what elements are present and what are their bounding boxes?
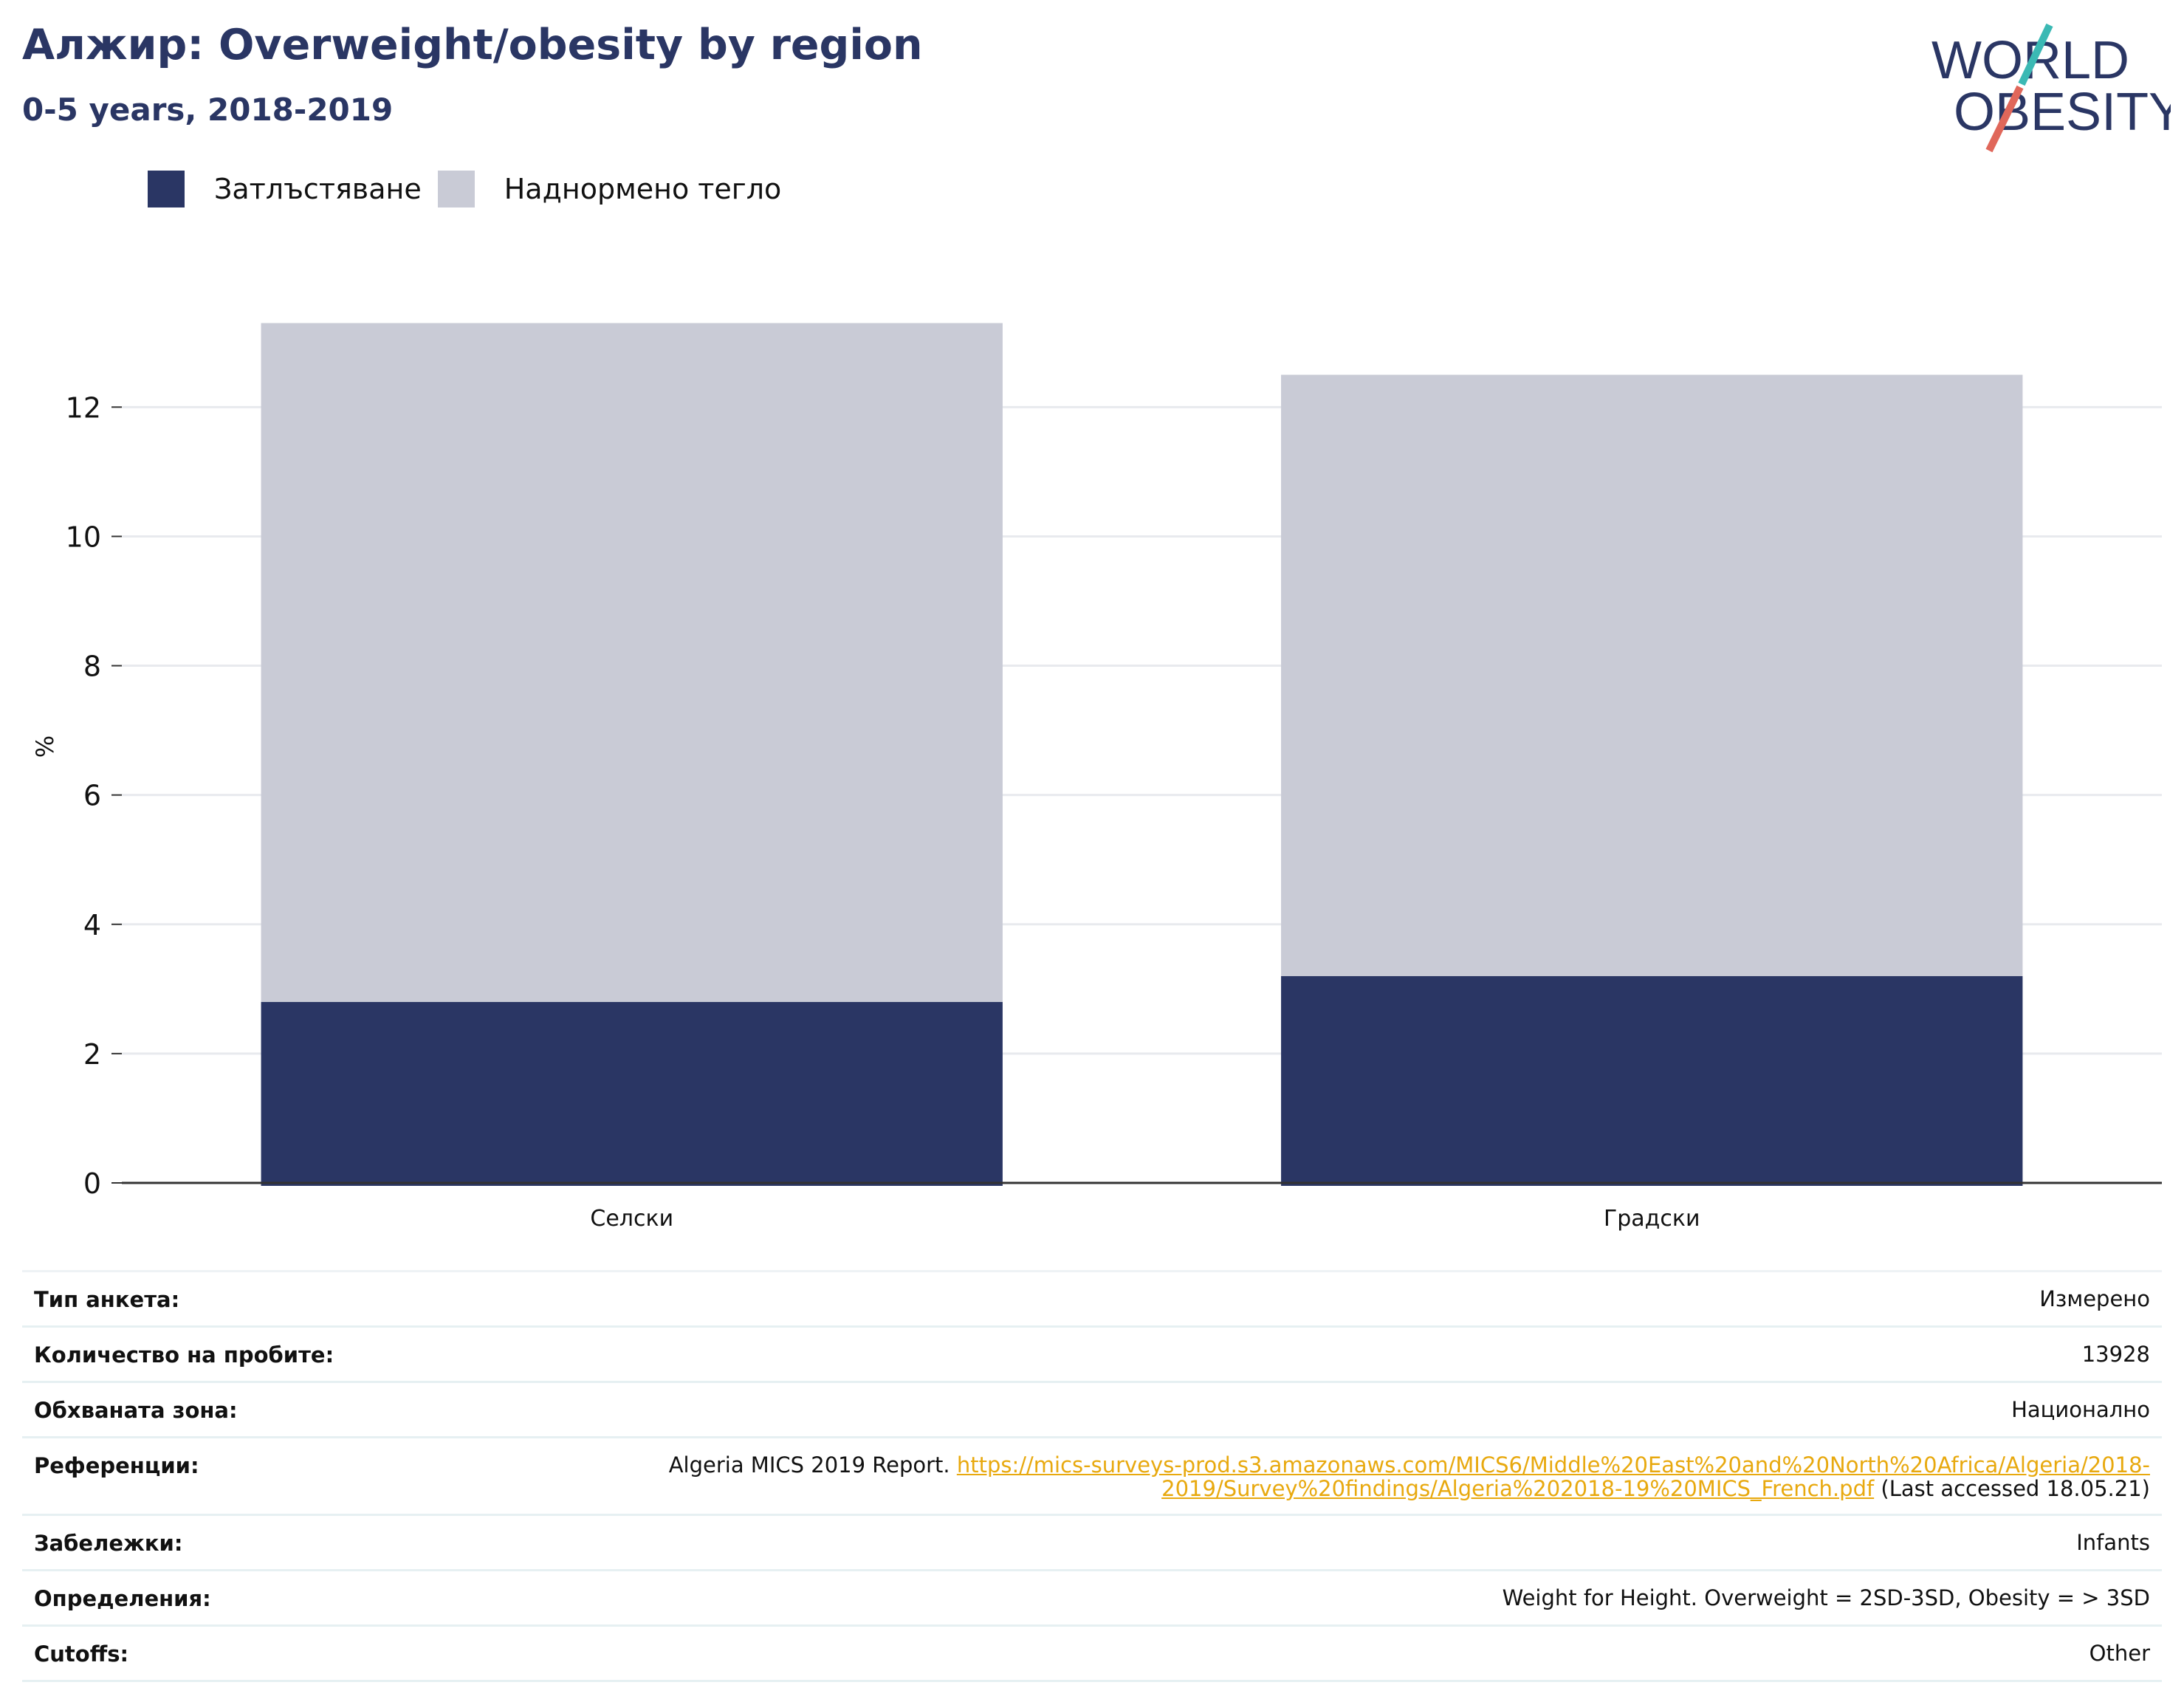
reference-link[interactable]: https://mics-surveys-prod.s3.amazonaws.c…	[956, 1452, 2150, 1478]
info-value-survey-type: Измерено	[2039, 1286, 2150, 1311]
legend-swatch-overweight	[437, 171, 475, 207]
reference-link-continued[interactable]: 2019/Survey%20findings/Algeria%202018-19…	[1161, 1476, 1875, 1501]
info-row-survey-type: Тип анкета: Измерено	[22, 1272, 2162, 1328]
logo-word-obesity: OBESITY	[1954, 83, 2171, 142]
y-tick-label: 6	[83, 780, 101, 812]
info-value-references: Algeria MICS 2019 Report. https://mics-s…	[669, 1453, 2150, 1500]
info-label-references: Референции:	[34, 1453, 199, 1478]
legend-label-obesity: Затлъстяване	[214, 173, 422, 205]
y-tick-label: 8	[83, 651, 101, 683]
legend-swatch-obesity	[148, 171, 185, 207]
chart-svg: 0 2 4 6 8 10 12% Селски Градски	[31, 323, 2162, 1232]
info-label-cutoffs: Cutoffs:	[34, 1641, 129, 1667]
bar-segment-obesity	[1281, 975, 2023, 1186]
legend-item-obesity[interactable]: Затлъстяване	[148, 171, 422, 207]
bar-segment-overweight	[261, 323, 1003, 1002]
info-value-definitions: Weight for Height. Overweight = 2SD-3SD,…	[1502, 1585, 2150, 1610]
world-obesity-logo: WORLD OBESITY	[1927, 22, 2184, 155]
info-value-notes: Infants	[2076, 1530, 2150, 1555]
y-tick-label: 2	[83, 1038, 101, 1071]
info-row-references: Референции: Algeria MICS 2019 Report. ht…	[22, 1438, 2162, 1516]
x-tick-label: Градски	[1604, 1206, 1700, 1232]
legend-item-overweight[interactable]: Наднормено тегло	[437, 171, 782, 207]
reference-suffix: (Last accessed 18.05.21)	[1874, 1476, 2150, 1501]
info-row-sample-size: Количество на пробите: 13928	[22, 1328, 2162, 1383]
info-row-area: Обхваната зона: Национално	[22, 1383, 2162, 1438]
info-label-definitions: Определения:	[34, 1586, 211, 1611]
logo-slash-red	[1985, 85, 2024, 153]
y-tick-label: 10	[66, 521, 101, 553]
bar-chart: 0 2 4 6 8 10 12% Селски Градски	[0, 281, 2184, 1241]
info-label-survey-type: Тип анкета:	[34, 1287, 180, 1312]
y-tick-label: 12	[66, 391, 101, 424]
survey-info-table: Тип анкета: Измерено Количество на проби…	[22, 1270, 2162, 1682]
reference-prefix: Algeria MICS 2019 Report.	[668, 1452, 957, 1478]
info-row-definitions: Определения: Weight for Height. Overweig…	[22, 1571, 2162, 1627]
bar-segment-obesity	[261, 1001, 1003, 1186]
info-label-area: Обхваната зона:	[34, 1398, 238, 1423]
info-value-cutoffs: Other	[2089, 1641, 2150, 1666]
info-label-sample-size: Количество на пробите:	[34, 1342, 334, 1368]
info-row-cutoffs: Cutoffs: Other	[22, 1627, 2162, 1682]
legend-label-overweight: Наднормено тегло	[504, 173, 782, 205]
chart-legend: Затлъстяване Наднормено тегло	[148, 170, 797, 208]
y-tick-label: 0	[83, 1167, 101, 1200]
bar-segment-overweight	[1281, 374, 2023, 976]
page-subtitle: 0-5 years, 2018-2019	[22, 92, 394, 128]
logo-slash-teal	[2018, 23, 2053, 86]
info-value-area: Национално	[2011, 1397, 2150, 1422]
page-title: Алжир: Overweight/obesity by region	[22, 21, 923, 69]
y-axis-label: %	[31, 735, 59, 758]
x-tick-label: Селски	[590, 1206, 673, 1232]
y-tick-label: 4	[83, 909, 101, 941]
info-row-notes: Забележки: Infants	[22, 1516, 2162, 1571]
info-label-notes: Забележки:	[34, 1531, 183, 1556]
info-value-sample-size: 13928	[2081, 1342, 2150, 1367]
